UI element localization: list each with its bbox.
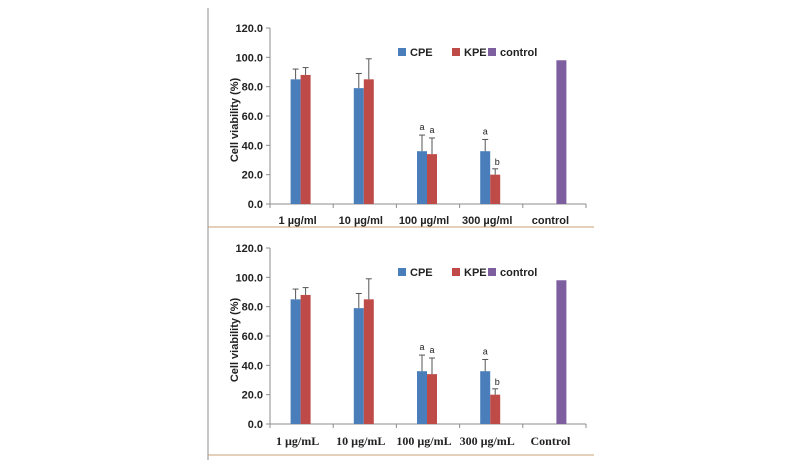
bar-kpe [300, 294, 311, 424]
chart-panel-top: 0.0 20.0 40.0 60.0 80.0 100.0 120.0 1 µg/ml 10 µ… [229, 23, 587, 227]
x-tick-label: 10 µg/ml [339, 215, 383, 227]
legend-label: KPE [464, 267, 487, 279]
y-tick-label: 80.0 [242, 82, 263, 94]
legend-swatch-cpe [398, 268, 406, 276]
significance-label: b [495, 157, 500, 167]
bar-cpe [417, 151, 427, 204]
significance-label: a [483, 346, 488, 356]
significance-label: a [419, 342, 424, 352]
x-tick-label: Control [531, 434, 571, 448]
bar-kpe [363, 299, 374, 424]
legend-swatch-kpe [452, 48, 460, 56]
chart-panel-bottom: 0.0 20.0 40.0 60.0 80.0 100.0 120.0 1 µg/mL 10 µ… [229, 243, 587, 448]
y-tick-label: 120.0 [235, 23, 263, 35]
bar-kpe [427, 374, 437, 424]
x-tick-label: 100 µg/mL [396, 434, 451, 448]
bar-kpe [490, 174, 501, 204]
legend-label: CPE [410, 267, 433, 279]
y-tick-label: 100.0 [235, 52, 263, 64]
y-axis-title: Cell viability (%) [229, 297, 241, 382]
legend-label: CPE [410, 47, 433, 59]
legend-label: control [500, 47, 537, 59]
bar-kpe [490, 394, 501, 424]
y-tick-label: 20.0 [242, 390, 263, 402]
y-tick-label: 60.0 [242, 111, 263, 123]
x-tick-label: 10 µg/mL [336, 434, 385, 448]
bar-cpe [290, 299, 301, 424]
legend-swatch-control [488, 268, 496, 276]
legend-label: KPE [464, 47, 487, 59]
y-tick-label: 20.0 [242, 170, 263, 182]
bar-cpe [353, 88, 364, 204]
x-tick-label: 300 µg/mL [460, 434, 515, 448]
y-tick-label: 80.0 [242, 302, 263, 314]
bar-control [556, 60, 567, 205]
bar-cpe [480, 371, 491, 424]
x-tick-label: 300 µg/ml [462, 215, 512, 227]
y-tick-label: 40.0 [242, 140, 263, 152]
bar-cpe [417, 371, 427, 424]
bar-kpe [363, 79, 374, 204]
x-tick-label: control [532, 215, 569, 227]
legend-swatch-cpe [398, 48, 406, 56]
y-tick-label: 0.0 [248, 199, 263, 211]
y-tick-label: 40.0 [242, 360, 263, 372]
y-tick-label: 100.0 [235, 272, 263, 284]
bar-kpe [427, 154, 437, 204]
x-tick-label: 1 µg/mL [276, 434, 319, 448]
bar-cpe [290, 79, 301, 204]
legend-swatch-control [488, 48, 496, 56]
bar-control [556, 280, 567, 424]
significance-label: b [495, 377, 500, 387]
y-tick-label: 0.0 [248, 419, 263, 431]
legend-swatch-kpe [452, 268, 460, 276]
significance-label: a [419, 122, 424, 132]
y-tick-label: 120.0 [235, 243, 263, 255]
legend-label: control [500, 267, 537, 279]
bar-cpe [480, 151, 491, 204]
significance-label: a [429, 345, 434, 355]
significance-label: a [483, 126, 488, 136]
x-tick-label: 1 µg/ml [279, 215, 317, 227]
bar-cpe [353, 308, 364, 424]
bar-kpe [300, 74, 311, 204]
x-tick-label: 100 µg/ml [399, 215, 449, 227]
y-axis-title: Cell viability (%) [229, 77, 241, 162]
y-tick-label: 60.0 [242, 331, 263, 343]
significance-label: a [429, 125, 434, 135]
